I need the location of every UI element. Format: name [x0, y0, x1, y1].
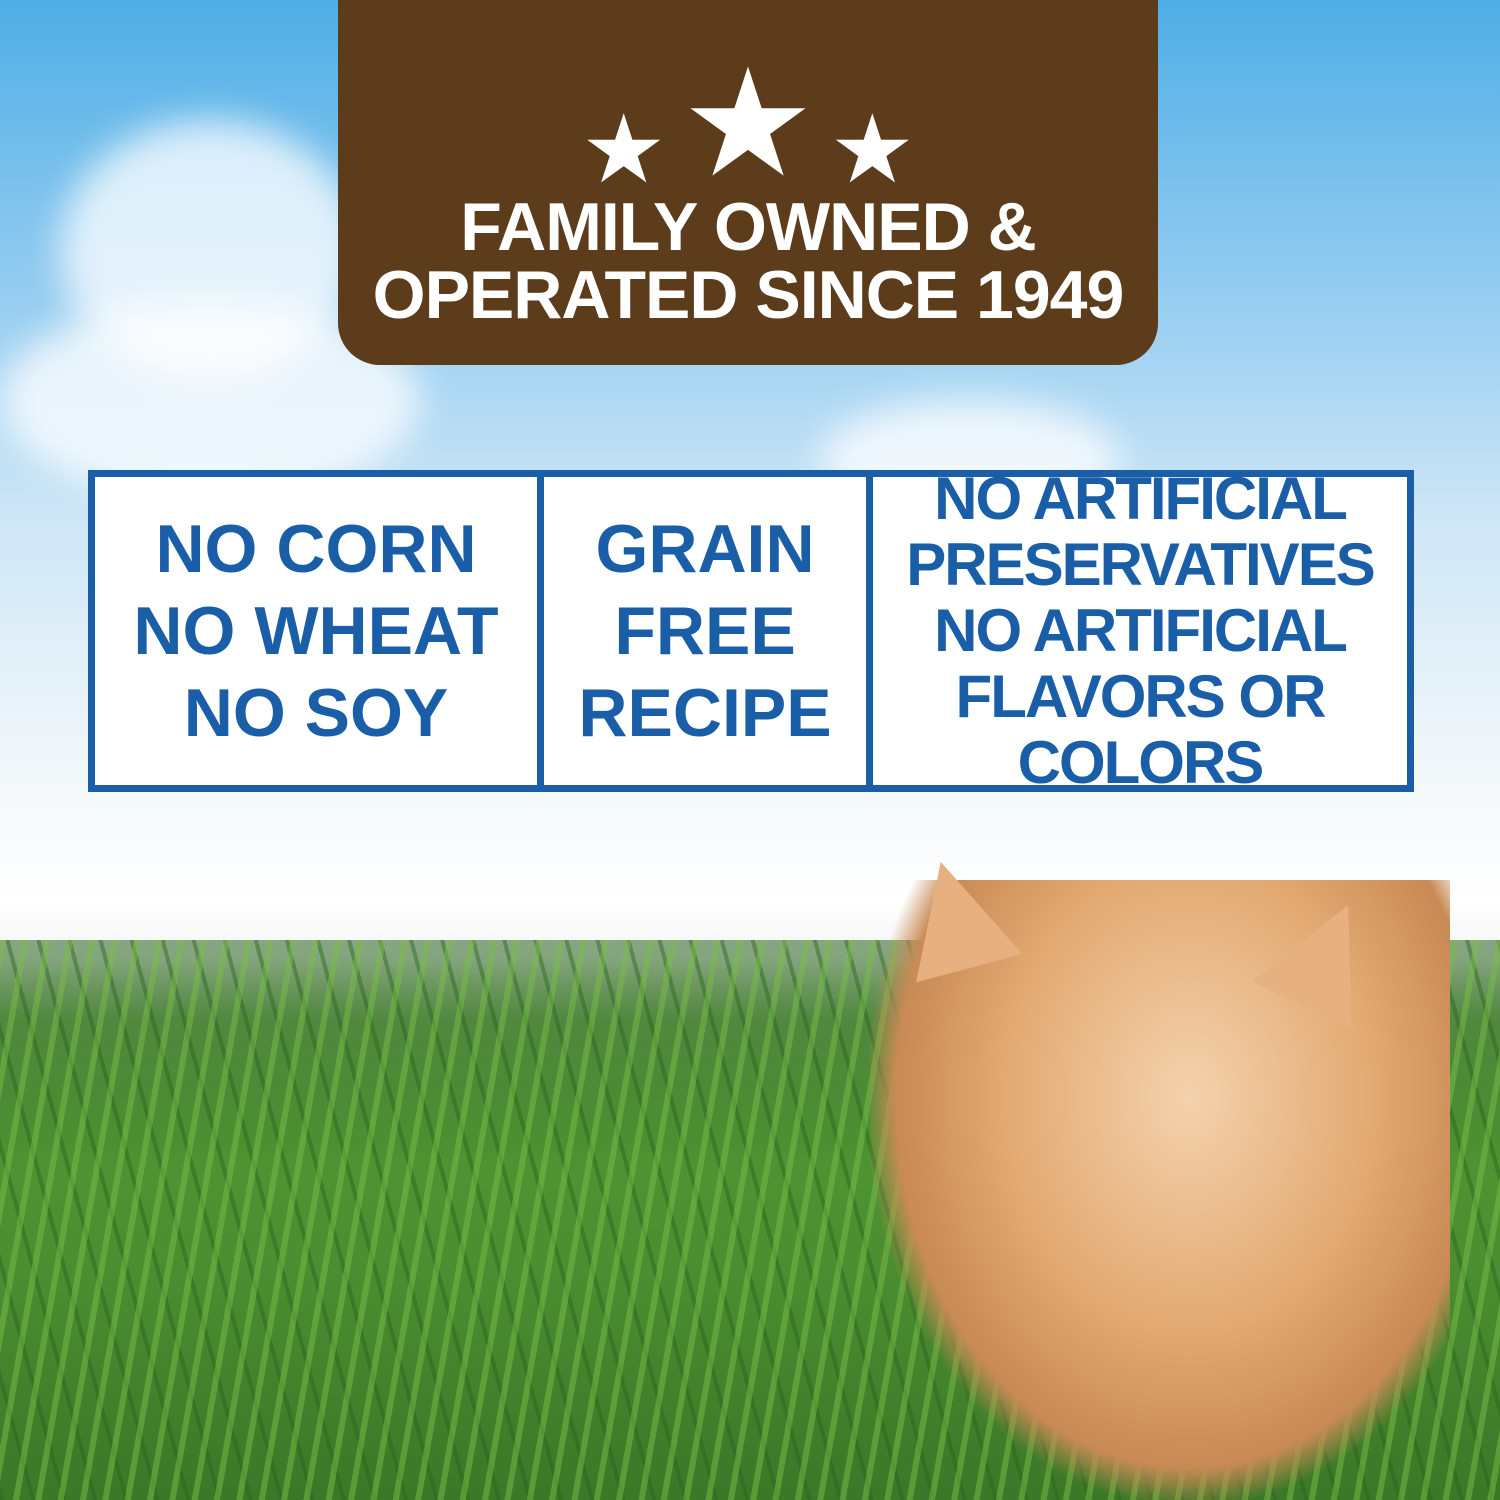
claim-text: NO WHEAT [133, 593, 499, 669]
claim-no-corn-wheat-soy: NO CORN NO WHEAT NO SOY [95, 477, 537, 785]
claim-no-artificial: NO ARTIFICIAL PRESERVATIVES NO ARTIFICIA… [866, 466, 1407, 796]
claim-text: NO CORN [155, 511, 477, 587]
stars-row: ★ ★ ★ [338, 48, 1158, 198]
claim-grain-free: GRAIN FREE RECIPE [537, 477, 866, 785]
claim-text: NO ARTIFICIAL [934, 465, 1348, 532]
claim-text: FREE [614, 593, 796, 669]
kitten-photo [870, 847, 1450, 1500]
family-owned-banner: ★ ★ ★ FAMILY OWNED & OPERATED SINCE 1949 [338, 0, 1158, 365]
claim-text: NO SOY [183, 675, 449, 751]
claim-text: RECIPE [578, 675, 832, 751]
claims-box: NO CORN NO WHEAT NO SOY GRAIN FREE RECIP… [88, 466, 1414, 796]
star-icon: ★ [581, 97, 667, 203]
claim-text: NO ARTIFICIAL [934, 597, 1348, 664]
star-icon: ★ [680, 39, 816, 207]
claim-text: FLAVORS OR COLORS [955, 663, 1327, 796]
banner-line-1: FAMILY OWNED & [460, 189, 1036, 265]
claim-text: GRAIN [595, 511, 815, 587]
claim-text: PRESERVATIVES [906, 531, 1375, 598]
star-icon: ★ [829, 97, 915, 203]
banner-line-2: OPERATED SINCE 1949 [372, 257, 1125, 333]
